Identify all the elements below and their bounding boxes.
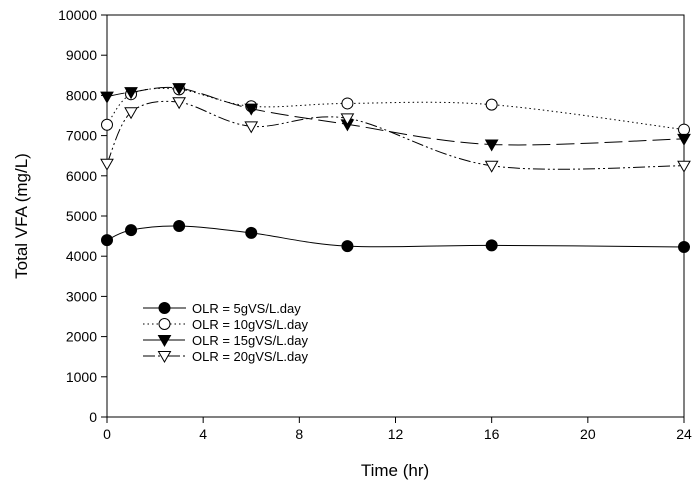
series-1-point-2 (173, 220, 186, 233)
y-tick-label-5: 5000 (66, 208, 97, 224)
series-layer (100, 83, 691, 253)
legend-marker-3 (157, 335, 172, 348)
series-4-point-2 (172, 97, 186, 110)
y-tick-label-0: 0 (89, 409, 97, 425)
series-3-point-1 (124, 87, 138, 100)
y-tick-label-3: 3000 (66, 288, 97, 304)
x-tick-label-5: 20 (580, 426, 596, 442)
legend-label-2: OLR = 10gVS/L.day (192, 317, 308, 332)
legend-entry-2: OLR = 10gVS/L.day (143, 317, 308, 332)
series-4-point-6 (677, 160, 691, 173)
series-4-point-4 (340, 113, 355, 126)
series-3-point-0 (100, 91, 114, 104)
series-1 (101, 220, 690, 253)
series-3-point-3 (244, 103, 259, 116)
x-tick-label-0: 0 (103, 426, 111, 442)
x-tick-label-2: 8 (295, 426, 303, 442)
series-4 (100, 97, 691, 173)
y-tick-label-6: 6000 (66, 168, 97, 184)
legend-label-1: OLR = 5gVS/L.day (192, 301, 301, 316)
series-2-point-5 (485, 98, 498, 111)
x-tick-label-3: 12 (388, 426, 404, 442)
series-1-point-0 (101, 234, 113, 247)
series-1-point-3 (245, 226, 258, 239)
series-1-point-6 (678, 240, 690, 253)
legend-entry-3: OLR = 15gVS/L.day (143, 333, 308, 348)
legend-entry-1: OLR = 5gVS/L.day (143, 301, 301, 316)
series-3-line (106, 86, 685, 146)
y-tick-label-2: 2000 (66, 329, 97, 345)
series-1-point-1 (125, 224, 138, 237)
y-tick-label-1: 1000 (66, 369, 97, 385)
legend-marker-4 (157, 351, 172, 364)
series-2-line (106, 87, 685, 131)
legend-marker-2 (158, 318, 171, 330)
x-tick-label-4: 16 (484, 426, 500, 442)
series-3-point-2 (172, 83, 186, 96)
x-tick-label-6: 24 (676, 426, 692, 442)
series-3-point-5 (484, 139, 499, 152)
legend-marker-1 (158, 302, 171, 314)
series-1-point-4 (341, 240, 354, 253)
series-1-line (106, 225, 685, 248)
series-2-point-0 (101, 118, 113, 131)
series-1-point-5 (485, 239, 498, 252)
x-tick-label-1: 4 (199, 426, 207, 442)
series-2 (101, 83, 690, 136)
series-2-point-4 (341, 97, 354, 110)
axes: 0 1000 2000 3000 4000 5000 6000 7000 8000 9000 100… (58, 7, 692, 442)
y-tick-label-10: 10000 (58, 7, 97, 23)
y-tick-label-8: 8000 (66, 87, 97, 103)
legend-label-3: OLR = 15gVS/L.day (192, 333, 308, 348)
series-2-point-6 (678, 123, 690, 136)
y-tick-label-7: 7000 (66, 128, 97, 144)
series-3 (100, 83, 691, 152)
series-4-point-5 (484, 160, 499, 173)
x-axis-label: Time (hr) (361, 461, 429, 480)
series-4-point-3 (244, 121, 259, 134)
series-4-point-0 (100, 158, 114, 171)
series-4-line (106, 100, 685, 170)
legend-label-4: OLR = 20gVS/L.day (192, 349, 308, 364)
y-axis-label: Total VFA (mg/L) (12, 153, 31, 279)
y-tick-label-9: 9000 (66, 47, 97, 63)
series-3-point-6 (677, 133, 691, 146)
y-tick-label-4: 4000 (66, 248, 97, 264)
series-4-point-1 (124, 107, 138, 120)
legend-entry-4: OLR = 20gVS/L.day (143, 349, 308, 364)
